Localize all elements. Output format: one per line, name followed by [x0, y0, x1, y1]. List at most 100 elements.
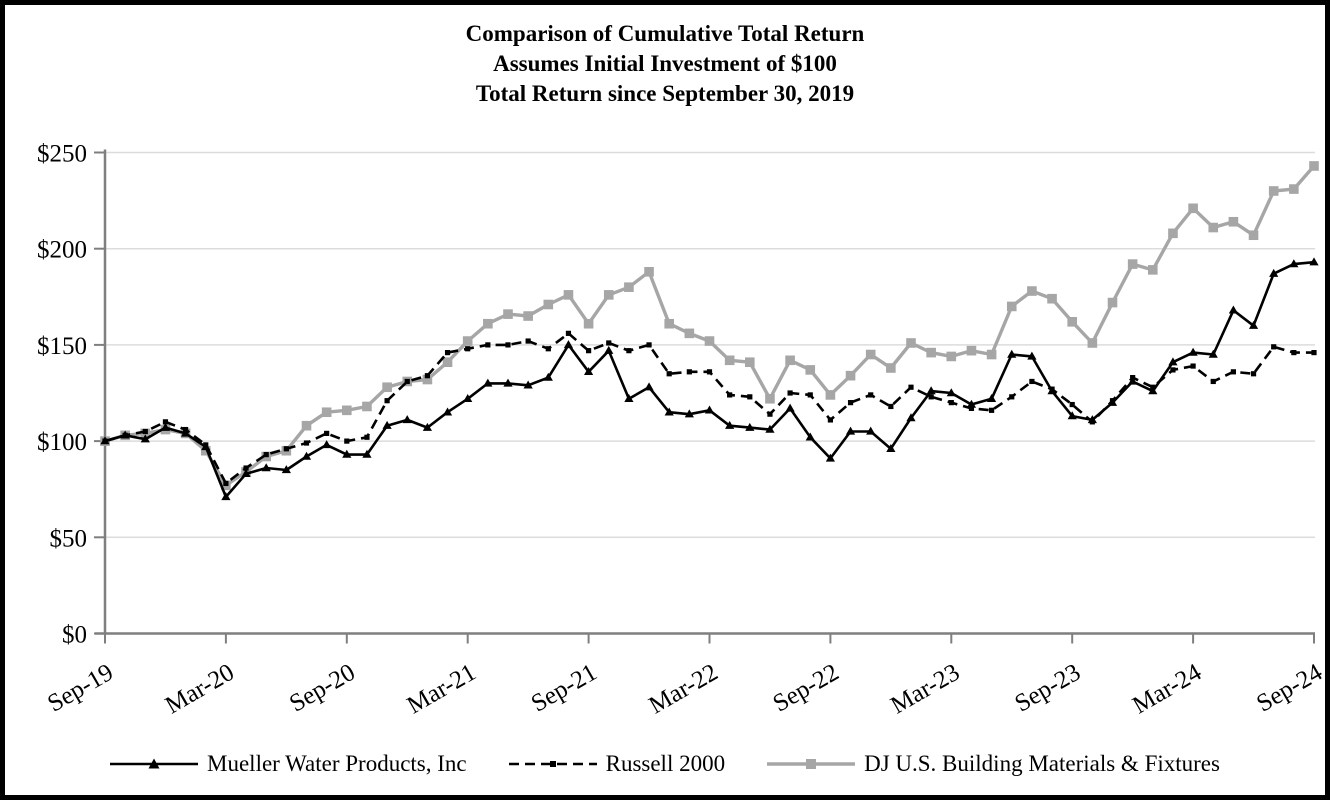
marker-square — [684, 328, 695, 339]
marker-square-small — [807, 392, 813, 398]
marker-triangle — [1007, 349, 1017, 358]
marker-square-small — [223, 480, 229, 487]
legend-item-dj: DJ U.S. Building Materials & Fixtures — [767, 751, 1220, 777]
marker-triangle — [382, 420, 392, 429]
marker-triangle — [765, 424, 775, 433]
marker-square-small — [324, 430, 330, 437]
marker-square — [906, 338, 916, 348]
marker-square — [462, 336, 473, 346]
marker-triangle — [1067, 411, 1077, 420]
marker-square — [563, 290, 574, 300]
marker-square — [583, 318, 594, 329]
marker-triangle — [1107, 397, 1118, 406]
marker-square-small — [767, 411, 773, 417]
x-axis-label: Sep-20 — [285, 659, 360, 718]
marker-triangle — [704, 405, 715, 414]
marker-square — [503, 309, 513, 319]
marker-square-small — [868, 392, 874, 398]
marker-square — [1148, 265, 1158, 275]
marker-triangle — [1248, 320, 1259, 329]
marker-square — [966, 345, 977, 356]
mueller-line-sample-icon — [110, 758, 199, 769]
marker-triangle — [1128, 376, 1138, 385]
marker-triangle — [261, 463, 271, 472]
marker-triangle — [523, 380, 533, 389]
marker-triangle — [362, 449, 372, 458]
marker-square — [644, 266, 654, 277]
marker-triangle — [866, 426, 876, 435]
marker-square — [442, 357, 453, 368]
marker-square — [1208, 222, 1219, 233]
marker-triangle — [583, 367, 594, 376]
marker-triangle — [1027, 351, 1037, 360]
marker-square-small — [948, 400, 954, 406]
marker-square — [1067, 317, 1077, 327]
russell-line-sample-icon — [508, 761, 597, 767]
marker-square-small — [989, 407, 995, 413]
marker-triangle — [745, 422, 755, 431]
marker-square-small — [545, 346, 551, 352]
marker-square-small — [243, 465, 249, 471]
marker-triangle — [805, 432, 815, 441]
marker-square — [986, 349, 997, 360]
marker-triangle — [664, 407, 674, 416]
marker-triangle — [1269, 268, 1279, 277]
marker-triangle — [160, 422, 171, 431]
marker-square-small — [968, 405, 975, 411]
marker-square-small — [626, 348, 632, 354]
marker-square-small — [1311, 349, 1317, 356]
marker-triangle — [201, 442, 211, 451]
marker-square-small — [344, 438, 350, 444]
marker-square-small — [686, 369, 692, 375]
legend-item-russell: Russell 2000 — [508, 751, 726, 777]
chart-title-line3: Total Return since September 30, 2019 — [475, 81, 855, 106]
x-axis-label: Mar-20 — [161, 659, 239, 720]
marker-triangle — [442, 407, 453, 416]
chart-title-line2: Assumes Initial Investment of $100 — [493, 51, 837, 76]
marker-square-small — [162, 419, 169, 425]
legend-label-russell: Russell 2000 — [605, 751, 726, 776]
x-axis-label: Mar-22 — [644, 659, 722, 720]
marker-square — [926, 347, 936, 358]
x-axis-label: Mar-23 — [886, 659, 964, 720]
chart-legend: Mueller Water Products, Inc Russell 2000… — [5, 751, 1325, 777]
marker-triangle — [1188, 347, 1198, 356]
marker-square-small — [928, 394, 934, 400]
marker-square-small — [142, 428, 148, 435]
marker-square — [1309, 161, 1319, 171]
marker-square — [845, 370, 856, 381]
marker-square-small — [404, 378, 410, 385]
marker-square — [321, 407, 332, 418]
marker-square — [523, 311, 533, 321]
marker-triangle — [604, 345, 614, 354]
marker-square-small — [283, 446, 289, 452]
marker-triangle — [543, 372, 553, 381]
marker-triangle — [342, 449, 352, 458]
marker-square — [785, 355, 795, 366]
marker-triangle — [1208, 349, 1218, 358]
marker-square-small — [908, 384, 914, 390]
marker-square — [865, 349, 876, 360]
marker-square-small — [1210, 378, 1216, 385]
marker-triangle — [281, 465, 291, 474]
marker-triangle — [1309, 257, 1319, 266]
marker-triangle — [1087, 415, 1097, 424]
marker-triangle — [422, 422, 432, 431]
marker-square — [1047, 293, 1057, 304]
marker-square-small — [888, 403, 894, 410]
marker-square — [1268, 186, 1279, 196]
marker-square — [1006, 301, 1017, 312]
marker-square — [362, 401, 372, 412]
marker-square-small — [263, 451, 269, 458]
marker-square-small — [747, 394, 753, 400]
marker-square — [301, 420, 312, 431]
marker-triangle — [221, 492, 231, 501]
marker-square — [382, 382, 392, 393]
marker-triangle — [845, 426, 856, 435]
marker-triangle — [563, 340, 574, 349]
marker-square-small — [465, 346, 471, 352]
marker-square-small — [1291, 349, 1297, 356]
chart-title-line1: Comparison of Cumulative Total Return — [465, 21, 865, 46]
marker-square-small — [787, 390, 793, 396]
